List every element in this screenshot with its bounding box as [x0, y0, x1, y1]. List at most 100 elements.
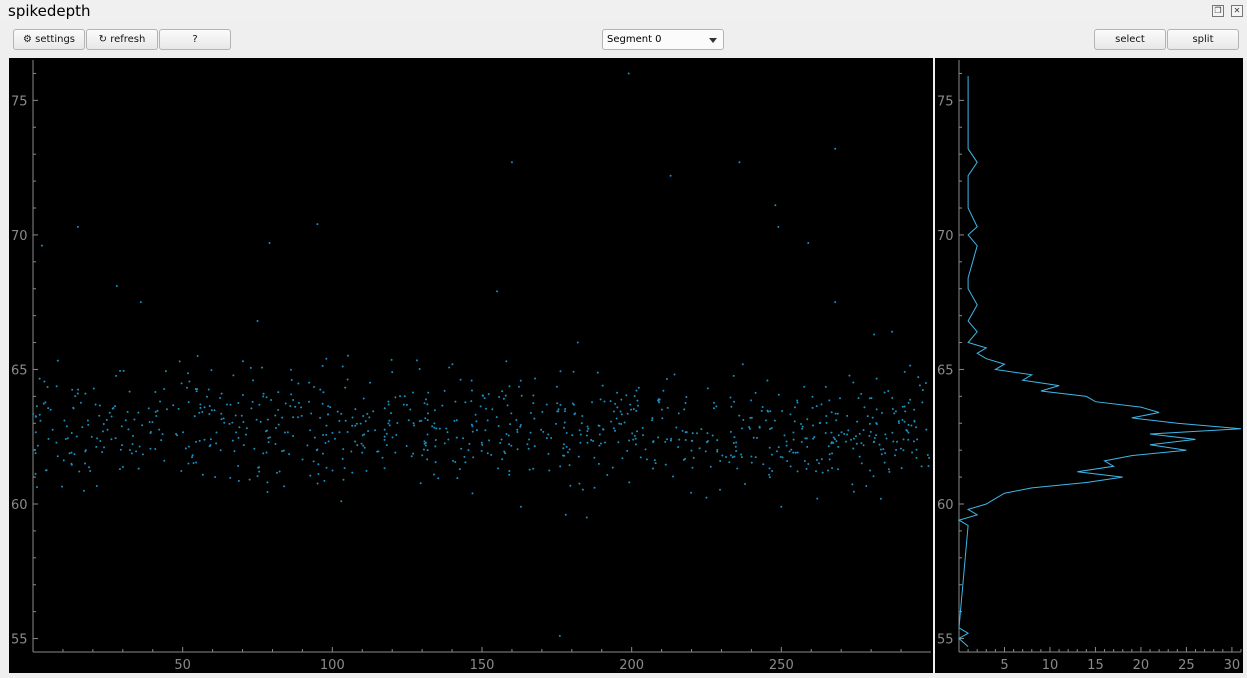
data-point [365, 469, 368, 472]
data-point [907, 423, 910, 426]
data-point [342, 448, 345, 451]
depth-histogram[interactable]: 55 60 65 70 75 5 10 15 20 25 30 [935, 58, 1243, 673]
data-point [729, 454, 732, 457]
scatter-plot[interactable]: 55 60 65 70 75 50 100 150 200 250 [9, 58, 933, 673]
data-point [628, 439, 631, 442]
data-point [614, 402, 617, 405]
data-point [244, 433, 247, 436]
data-point [800, 422, 803, 425]
data-point [149, 430, 152, 433]
data-point [387, 422, 390, 425]
data-point [481, 394, 484, 397]
data-point [875, 408, 878, 411]
data-point [452, 459, 455, 462]
data-point [141, 424, 144, 427]
data-point [907, 401, 910, 404]
data-point [788, 450, 791, 453]
scatter-plot-panel[interactable]: 55 60 65 70 75 50 100 150 200 250 [9, 58, 933, 673]
data-point [102, 423, 105, 426]
data-point [281, 450, 284, 453]
y-tick-label: 75 [11, 94, 28, 109]
split-button[interactable]: split [1167, 29, 1239, 50]
data-point [88, 466, 91, 469]
data-point [103, 446, 106, 449]
data-point [281, 416, 284, 419]
data-point [766, 379, 769, 382]
data-point [557, 410, 560, 413]
data-point [172, 404, 175, 407]
data-point [220, 392, 223, 395]
data-point [385, 444, 388, 447]
histogram-panel[interactable]: 55 60 65 70 75 5 10 15 20 25 30 [935, 58, 1243, 673]
data-point [796, 451, 799, 454]
data-point [907, 438, 910, 441]
data-point [691, 432, 694, 435]
data-point [925, 428, 928, 431]
data-point [360, 442, 363, 445]
data-point [532, 467, 535, 470]
data-point [820, 458, 823, 461]
data-point [627, 72, 630, 75]
data-point [485, 407, 488, 410]
data-point [275, 471, 278, 474]
data-point [262, 392, 265, 395]
refresh-button[interactable]: ↻ refresh [86, 29, 158, 50]
data-point [77, 388, 80, 391]
data-point [862, 444, 865, 447]
data-point [887, 390, 890, 393]
close-icon[interactable]: ✕ [1231, 5, 1243, 17]
data-point [587, 427, 590, 430]
data-point [581, 415, 584, 418]
data-point [98, 414, 101, 417]
data-point [422, 448, 425, 451]
data-point [813, 436, 816, 439]
data-point [858, 432, 861, 435]
data-point [508, 443, 511, 446]
data-point [915, 426, 918, 429]
data-point [777, 446, 780, 449]
histogram-line [957, 76, 1242, 647]
data-point [736, 467, 739, 470]
segment-select[interactable]: Segment 0 [602, 29, 724, 50]
data-point [906, 429, 909, 432]
data-point [828, 399, 831, 402]
data-point [519, 425, 522, 428]
data-point [381, 456, 384, 459]
data-point [38, 413, 41, 416]
data-point [255, 418, 258, 421]
data-point [248, 478, 251, 481]
data-point [387, 403, 390, 406]
help-button[interactable]: ? [159, 29, 231, 50]
data-point [750, 455, 753, 458]
data-point [670, 437, 673, 440]
data-point [399, 395, 402, 398]
data-point [55, 385, 58, 388]
data-point [796, 401, 799, 404]
data-point [491, 408, 494, 411]
data-point [196, 388, 199, 391]
data-point [529, 431, 532, 434]
data-point [516, 428, 519, 431]
data-point [500, 438, 503, 441]
data-point [585, 434, 588, 437]
data-point [283, 431, 286, 434]
data-point [903, 370, 906, 373]
data-point [636, 399, 639, 402]
data-point [618, 422, 621, 425]
data-point [927, 465, 930, 468]
data-point [242, 444, 245, 447]
data-point [231, 421, 234, 424]
data-point [545, 403, 548, 406]
data-point [445, 427, 448, 430]
data-point [870, 397, 873, 400]
data-point [317, 473, 320, 476]
data-point [187, 401, 190, 404]
data-point [615, 417, 618, 420]
data-point [803, 385, 806, 388]
settings-button[interactable]: ⚙ settings [13, 29, 85, 50]
restore-icon[interactable]: ❐ [1212, 5, 1224, 17]
data-point [266, 429, 269, 432]
data-point [846, 414, 849, 417]
data-point [684, 439, 687, 442]
select-button[interactable]: select [1094, 29, 1166, 50]
